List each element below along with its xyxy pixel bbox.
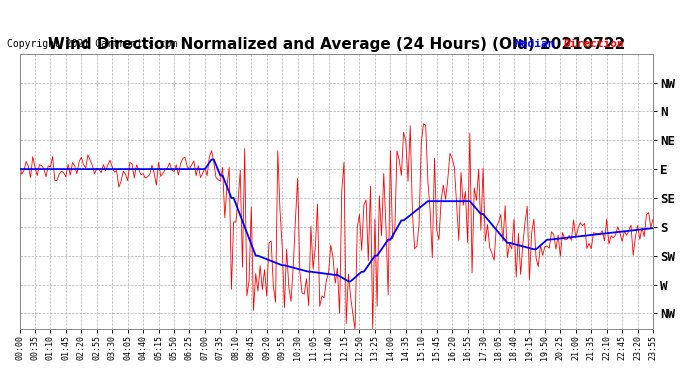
Title: Wind Direction Normalized and Average (24 Hours) (Old) 20210722: Wind Direction Normalized and Average (2…: [48, 38, 625, 52]
Text: Direction: Direction: [564, 39, 624, 50]
Text: Median: Median: [514, 39, 555, 50]
Text: Copyright 2021 Cartronics.com: Copyright 2021 Cartronics.com: [7, 39, 177, 50]
